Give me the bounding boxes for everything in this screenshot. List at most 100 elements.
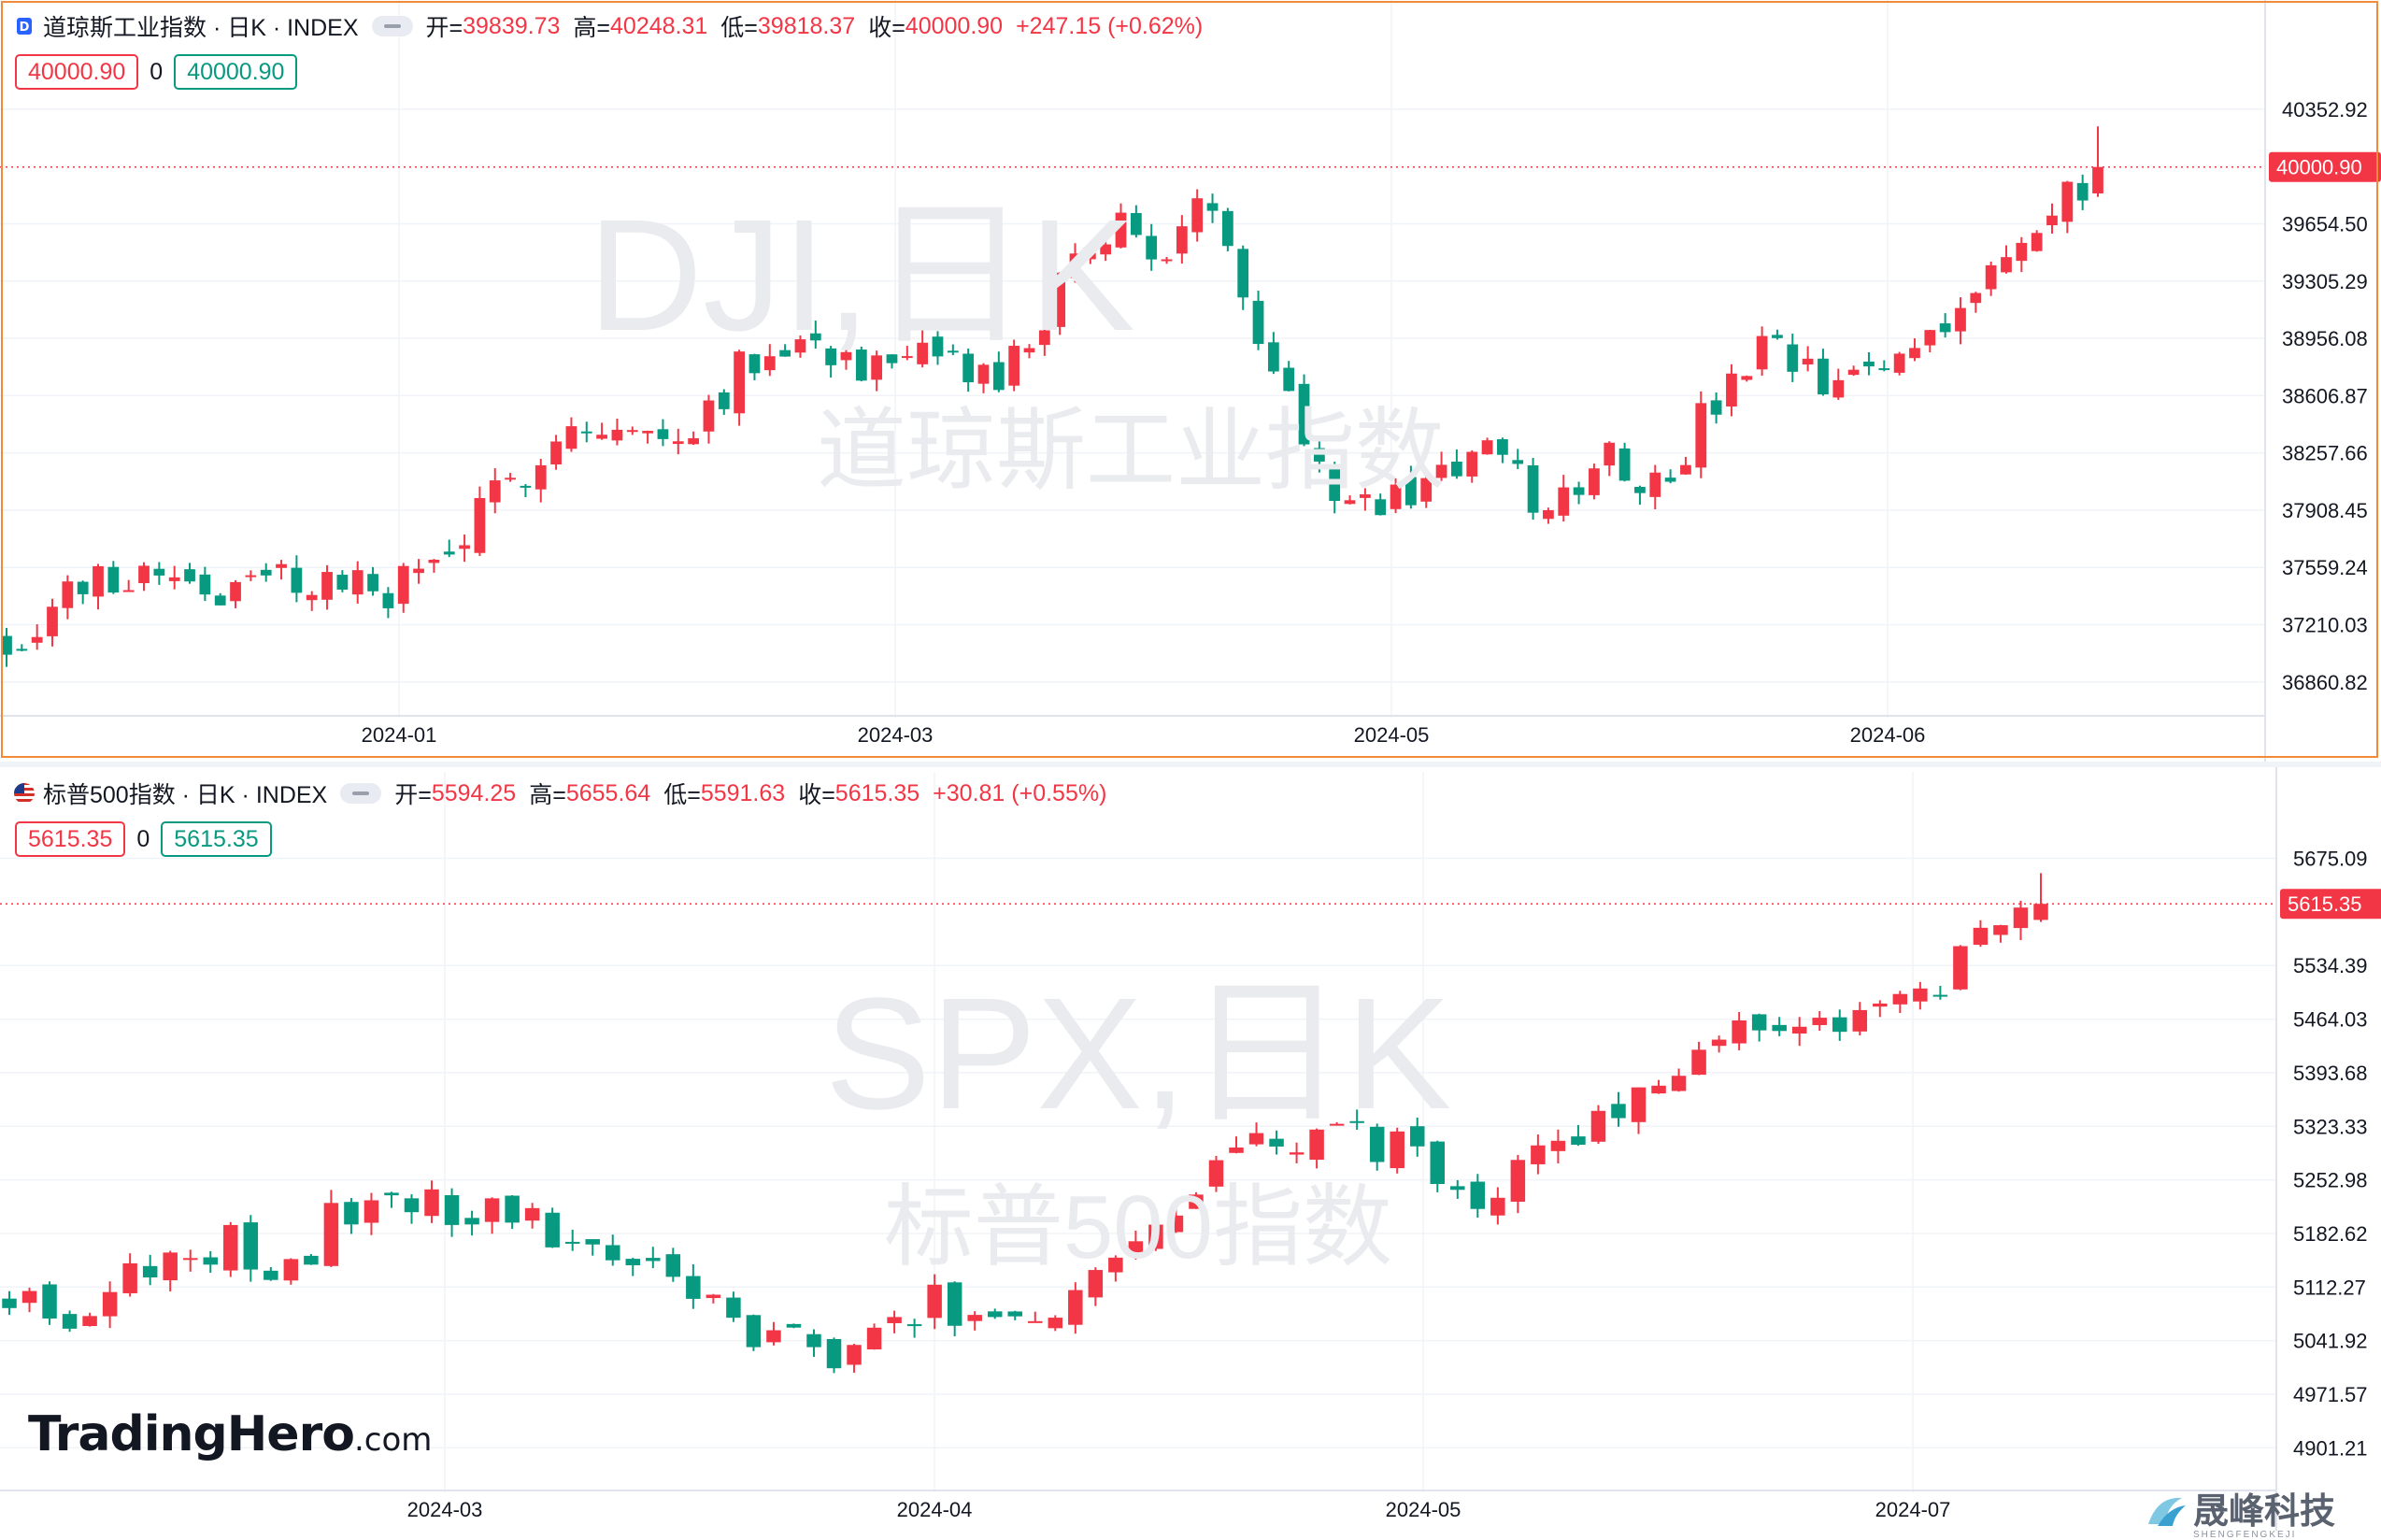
dji-candle-body — [1985, 264, 1997, 290]
dji-candle-body — [550, 441, 562, 464]
dji-y-tick-label: 37559.24 — [2282, 556, 2368, 579]
spx-x-tick-label: 2024-04 — [897, 1498, 973, 1521]
dji-candle-body — [840, 351, 852, 361]
spx-candle-body — [1691, 1049, 1706, 1076]
spx-candle-body — [1973, 927, 1989, 946]
dji-current-price-tag: 40000.90 — [2276, 156, 2362, 179]
dji-candle-body — [1664, 478, 1676, 482]
dji-candle-body — [276, 563, 287, 568]
dji-candle-body — [1847, 369, 1860, 376]
spx-candle-body — [323, 1203, 339, 1266]
spx-candle-body — [726, 1297, 741, 1319]
dji-candle-body — [1558, 487, 1570, 516]
dji-close-label: 收= — [868, 15, 905, 41]
spx-candle-body — [1490, 1197, 1505, 1216]
spx-candle-body — [1671, 1076, 1687, 1091]
dji-candle-body — [2046, 215, 2058, 226]
spx-candle-body — [203, 1257, 218, 1265]
dji-x-tick-label: 2024-01 — [362, 723, 437, 747]
dji-y-tick-label: 36860.82 — [2282, 671, 2368, 694]
dji-candle-body — [1084, 252, 1096, 260]
dji-candle-body — [459, 545, 470, 549]
dji-candle-body — [1435, 464, 1447, 478]
dji-candle-body — [734, 351, 745, 414]
spx-candle-body — [1772, 1024, 1787, 1032]
spx-y-tick-label: 5464.03 — [2293, 1008, 2368, 1032]
spx-candle-body — [264, 1270, 278, 1280]
spx-candle-body — [564, 1241, 580, 1244]
dji-open-value: 39839.73 — [463, 12, 561, 39]
dji-candle-body — [382, 592, 394, 608]
dji-candle-body — [1527, 465, 1539, 513]
spx-price-box-green: 5615.35 — [161, 821, 272, 857]
dji-symbol-title[interactable]: 道琼斯工业指数 · 日K · INDEX — [43, 15, 359, 41]
spx-candle-body — [545, 1212, 560, 1248]
spx-candle-body — [585, 1239, 600, 1245]
spx-y-tick-label: 5393.68 — [2293, 1062, 2368, 1085]
dji-low-value: 39818.37 — [757, 12, 856, 39]
dji-candle-body — [763, 356, 776, 371]
spx-candle-body — [1248, 1133, 1264, 1145]
spx-candle-body — [82, 1316, 97, 1327]
dji-candle-body — [1390, 484, 1402, 509]
spx-candlestick-plot[interactable]: 5675.09 5534.39 5464.03 5393.68 5323.33 5252.… — [0, 767, 2381, 1531]
spx-candle-body — [1269, 1138, 1284, 1147]
spx-candle-body — [444, 1195, 460, 1225]
spx-candle-body — [906, 1324, 922, 1327]
spx-candle-body — [42, 1284, 57, 1319]
spx-candle-body — [987, 1311, 1003, 1318]
dji-candle-body — [2031, 233, 2043, 251]
svg-text:D: D — [20, 21, 30, 35]
spx-symbol-title[interactable]: 标普500指数 · 日K · INDEX — [43, 782, 328, 808]
spx-candle-body — [163, 1252, 178, 1281]
spx-y-tick-label: 5534.39 — [2293, 954, 2368, 977]
dji-y-tick-label: 39654.50 — [2282, 212, 2368, 235]
spx-candle-body — [1108, 1257, 1123, 1273]
dji-candle-body — [1802, 358, 1814, 365]
spx-candle-body — [746, 1315, 762, 1348]
dji-candle-body — [1634, 487, 1646, 493]
dji-low-label: 低= — [720, 15, 758, 41]
dji-candle-body — [184, 569, 195, 582]
spx-candle-body — [182, 1258, 198, 1261]
dji-candle-body — [1787, 344, 1799, 372]
dji-candle-body — [1375, 499, 1387, 516]
dji-candle-body — [1191, 198, 1204, 233]
dji-candle-body — [1909, 348, 1920, 359]
spx-candle-body — [1531, 1145, 1546, 1164]
corner-logo-text: 晟峰科技 — [2193, 1490, 2336, 1532]
panel-separator[interactable] — [0, 762, 2381, 767]
dji-candle-body — [1695, 403, 1707, 468]
dji-candle-body — [809, 333, 821, 341]
dji-candle-body — [47, 606, 58, 636]
dji-candle-body — [321, 572, 333, 600]
dji-candle-body — [718, 392, 730, 409]
spx-y-tick-label: 5112.27 — [2293, 1276, 2366, 1299]
dji-candle-body — [1069, 253, 1081, 278]
dji-candle-body — [596, 435, 607, 439]
spx-candle-body — [665, 1254, 681, 1277]
dji-y-tick-label: 38606.87 — [2282, 384, 2368, 407]
dji-chart-panel[interactable]: 40352.92 39654.50 39305.29 38956.08 38606.87… — [0, 0, 2381, 762]
spx-candle-body — [967, 1315, 982, 1321]
spx-candle-body — [1168, 1215, 1184, 1233]
dji-y-tick-label: 40352.92 — [2282, 98, 2368, 121]
dji-candle-body — [291, 567, 303, 593]
spx-candle-body — [866, 1327, 882, 1350]
dji-candle-body — [642, 431, 653, 434]
spx-open-label: 开= — [394, 782, 432, 808]
dji-candle-body — [1267, 342, 1279, 372]
dji-candle-body — [351, 570, 364, 595]
spx-price-box-red: 5615.35 — [15, 821, 126, 857]
spx-zero-label: 0 — [136, 825, 150, 852]
dji-candle-body — [413, 568, 424, 574]
spx-candle-body — [1993, 925, 2008, 935]
dji-collapse-toggle[interactable] — [371, 16, 413, 36]
dji-candle-body — [2092, 166, 2103, 193]
spx-candle-body — [1852, 1009, 1868, 1032]
spx-candle-body — [122, 1262, 137, 1293]
dji-candlestick-plot[interactable]: 40352.92 39654.50 39305.29 38956.08 38606.87… — [0, 0, 2381, 762]
dji-candle-body — [962, 353, 975, 383]
spx-collapse-toggle[interactable] — [340, 783, 382, 804]
dji-candle-body — [1878, 368, 1890, 371]
